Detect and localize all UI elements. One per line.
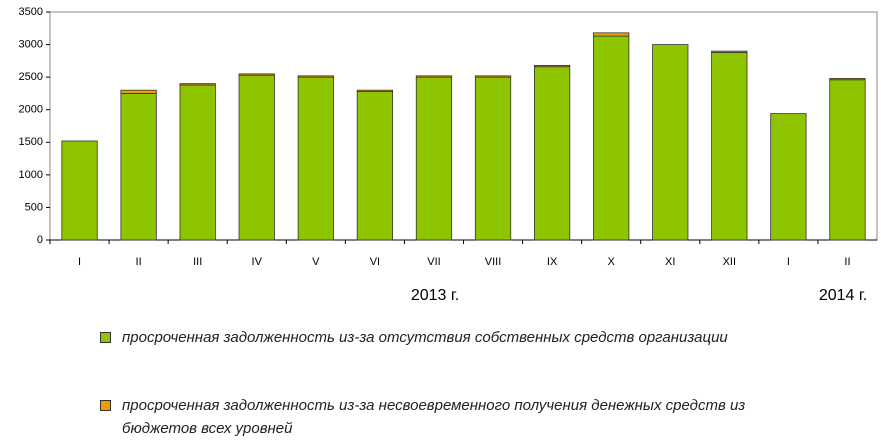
bar-segment xyxy=(593,32,630,37)
bar-segment xyxy=(474,76,512,241)
bar-segment xyxy=(593,35,630,241)
x-tick-label: VIII xyxy=(485,256,502,268)
y-tick-label: 500 xyxy=(25,201,43,213)
bar-segment xyxy=(238,74,275,241)
bar-segment xyxy=(61,140,98,241)
legend-swatch xyxy=(100,400,111,411)
x-tick-label: X xyxy=(608,256,616,268)
bar-segment xyxy=(356,91,394,241)
bar-segment xyxy=(711,50,748,53)
bar-segment xyxy=(533,65,571,68)
year-label: 2013 г. xyxy=(411,287,459,304)
legend-item: просроченная задолженность из-за отсутст… xyxy=(100,326,800,349)
x-tick-label: III xyxy=(193,256,202,268)
legend-label: просроченная задолженность из-за отсутст… xyxy=(122,329,728,346)
x-tick-label: IX xyxy=(547,256,558,268)
bar-segment xyxy=(533,66,571,241)
y-tick-label: 2500 xyxy=(19,71,43,83)
bar-segment xyxy=(829,78,866,81)
y-tick-label: 3500 xyxy=(19,6,43,18)
bar-segment xyxy=(415,76,453,241)
plot-frame xyxy=(49,11,878,241)
x-tick-label: VI xyxy=(370,256,380,268)
x-tick-label: VII xyxy=(427,256,440,268)
bar-segment xyxy=(179,83,216,86)
bar-segment xyxy=(120,89,157,94)
year-label: 2014 г. xyxy=(819,287,867,304)
x-tick-label: II xyxy=(136,256,142,268)
bar-segment xyxy=(297,76,334,241)
bar-segment xyxy=(415,75,453,78)
y-tick-label: 2000 xyxy=(19,104,43,116)
legend-item: просроченная задолженность из-за несвоев… xyxy=(100,394,800,440)
y-tick-label: 1500 xyxy=(19,136,43,148)
y-tick-label: 0 xyxy=(37,234,43,246)
bar-segment xyxy=(829,79,866,241)
x-tick-label: I xyxy=(78,256,81,268)
bar-segment xyxy=(179,84,216,241)
x-tick-label: I xyxy=(787,256,790,268)
bar-segment xyxy=(770,113,807,241)
legend-label: просроченная задолженность из-за несвоев… xyxy=(122,397,746,437)
x-tick-label: IV xyxy=(252,256,263,268)
bar-segment xyxy=(120,93,157,241)
bar-segment xyxy=(356,89,394,92)
bar-segment xyxy=(474,75,512,78)
x-tick-label: V xyxy=(312,256,320,268)
legend-swatch xyxy=(100,332,111,343)
x-tick-label: XI xyxy=(665,256,675,268)
bar-segment xyxy=(711,51,748,241)
bar-segment xyxy=(297,75,334,78)
x-tick-label: II xyxy=(844,256,850,268)
x-tick-label: XII xyxy=(723,256,736,268)
bar-segment xyxy=(652,44,689,241)
y-tick-label: 1000 xyxy=(19,169,43,181)
y-tick-label: 3000 xyxy=(19,38,43,50)
bar-segment xyxy=(238,73,275,76)
